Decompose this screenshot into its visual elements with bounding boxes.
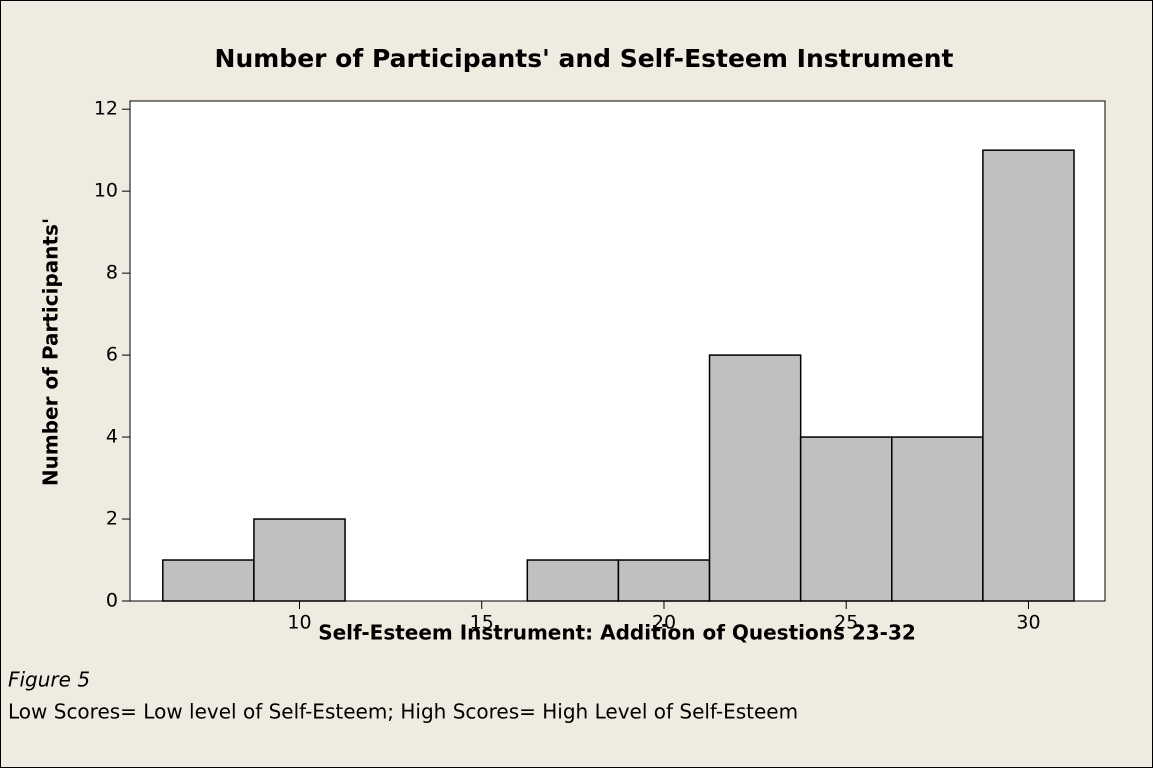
bar [982, 149, 1075, 602]
bar [891, 436, 984, 602]
x-axis-label: Self-Esteem Instrument: Addition of Ques… [318, 621, 916, 645]
bar [526, 559, 620, 602]
y-axis-label: Number of Participants' [39, 218, 63, 486]
bar [617, 559, 711, 602]
bar [162, 559, 255, 602]
bar [799, 436, 893, 602]
y-tick-label: 0 [106, 590, 118, 612]
x-tick-label: 10 [287, 612, 311, 634]
chart-title: Number of Participants' and Self-Esteem … [215, 44, 954, 73]
bar [253, 518, 346, 602]
bar [708, 354, 802, 602]
y-tick-label: 10 [94, 180, 118, 202]
x-tick-label: 30 [1016, 612, 1040, 634]
y-tick-label: 12 [94, 98, 118, 120]
x-tick-label: 15 [470, 612, 494, 634]
y-tick-label: 6 [106, 344, 118, 366]
y-tick-label: 4 [106, 426, 118, 448]
y-tick-label: 2 [106, 508, 118, 530]
x-tick-label: 25 [834, 612, 858, 634]
x-tick-label: 20 [652, 612, 676, 634]
y-tick-label: 8 [106, 262, 118, 284]
figure-label: Figure 5 [8, 668, 90, 692]
figure-note: Low Scores= Low level of Self-Esteem; Hi… [8, 700, 798, 724]
